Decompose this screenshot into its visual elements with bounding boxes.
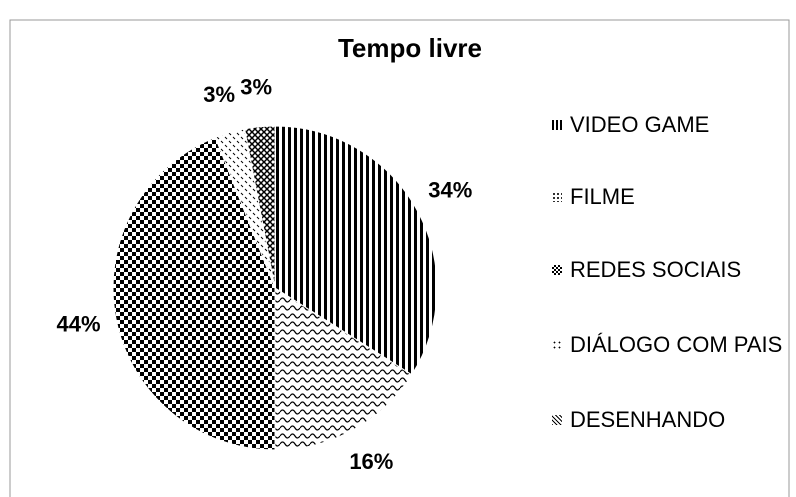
legend-label: VIDEO GAME	[570, 112, 710, 137]
pie-slice	[112, 136, 276, 451]
legend-swatch	[552, 120, 562, 130]
data-label: 3%	[203, 82, 235, 107]
chart-title: Tempo livre	[338, 33, 482, 63]
plot-border	[9, 19, 790, 497]
legend-swatch	[552, 415, 562, 425]
pie-slice	[244, 125, 276, 289]
legend-label: DIÁLOGO COM PAIS	[570, 332, 783, 357]
data-label: 16%	[349, 449, 393, 474]
legend-label: FILME	[570, 184, 635, 209]
data-label: 34%	[428, 177, 472, 202]
legend-label: DESENHANDO	[570, 407, 726, 432]
data-label: 3%	[240, 75, 272, 100]
legend-swatch	[552, 340, 562, 350]
legend-swatch	[552, 192, 562, 202]
pie-slice	[274, 287, 413, 451]
legend-swatch	[552, 265, 562, 275]
pie-slice	[274, 125, 438, 376]
data-label: 44%	[57, 311, 101, 336]
legend-label: REDES SOCIAIS	[570, 257, 742, 282]
